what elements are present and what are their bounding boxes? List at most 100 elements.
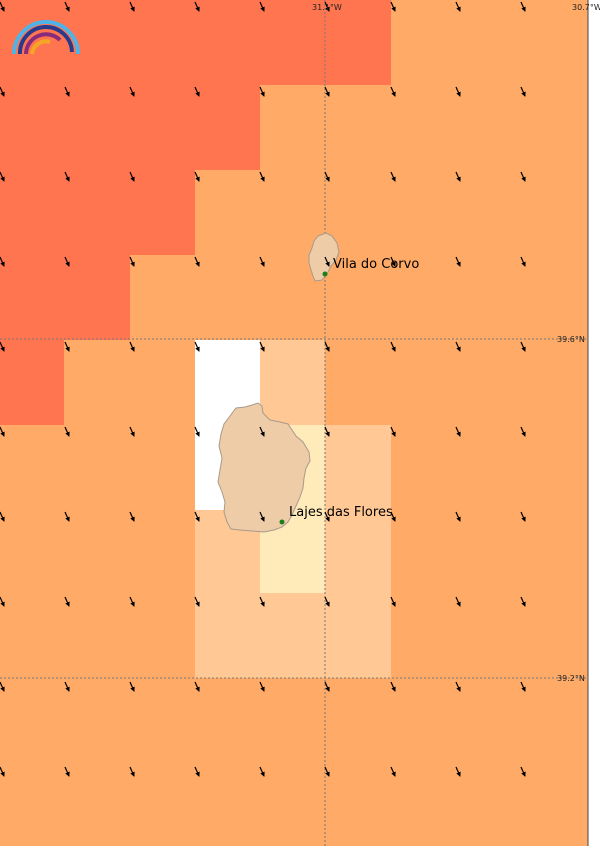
- wind-arrow: [194, 681, 200, 692]
- wind-arrow: [259, 1, 265, 12]
- wind-arrow: [455, 596, 461, 607]
- wind-arrow: [324, 256, 330, 267]
- wind-arrow: [64, 681, 70, 692]
- wind-arrow: [129, 171, 135, 182]
- wind-arrow: [390, 681, 396, 692]
- wind-arrow: [194, 86, 200, 97]
- wind-arrow: [520, 1, 526, 12]
- wind-arrow: [129, 256, 135, 267]
- wind-arrow: [520, 256, 526, 267]
- wind-arrow: [0, 256, 5, 267]
- wind-arrow: [324, 1, 330, 12]
- wind-arrow: [259, 511, 265, 522]
- wind-arrow: [324, 766, 330, 777]
- wind-arrow: [324, 596, 330, 607]
- wind-arrow: [520, 766, 526, 777]
- town-marker-lajes-das-flores[interactable]: [279, 519, 285, 525]
- wind-arrow: [194, 511, 200, 522]
- wind-arrow: [324, 86, 330, 97]
- wind-arrow: [129, 1, 135, 12]
- place-label-lajes-das-flores: Lajes das Flores: [289, 505, 393, 520]
- wind-arrow: [259, 766, 265, 777]
- wind-arrow: [455, 426, 461, 437]
- wind-arrow: [390, 1, 396, 12]
- wind-arrow: [64, 256, 70, 267]
- wind-arrow: [455, 341, 461, 352]
- wind-arrow: [64, 426, 70, 437]
- wind-arrow: [259, 341, 265, 352]
- wind-arrow: [194, 1, 200, 12]
- wind-arrow: [194, 596, 200, 607]
- level-high-zones: [0, 0, 391, 425]
- wind-arrow: [129, 681, 135, 692]
- wind-arrow: [390, 86, 396, 97]
- wind-arrow: [0, 681, 5, 692]
- wind-arrow: [520, 86, 526, 97]
- place-label-vila-do-corvo: Vila do Corvo: [333, 257, 419, 272]
- flores-island: [217, 402, 311, 533]
- wind-arrow: [194, 426, 200, 437]
- wind-arrow: [194, 341, 200, 352]
- wind-arrow: [259, 171, 265, 182]
- wind-arrow: [455, 766, 461, 777]
- wind-arrow: [0, 511, 5, 522]
- wind-arrow: [259, 86, 265, 97]
- lon-label-center: 31.1°W: [312, 3, 342, 12]
- corvo-island: [308, 232, 340, 282]
- rainbow-logo-icon: [12, 20, 80, 55]
- wind-arrow: [129, 596, 135, 607]
- wind-arrow: [64, 341, 70, 352]
- wind-arrow: [390, 596, 396, 607]
- wind-arrow: [455, 171, 461, 182]
- wind-arrow: [64, 171, 70, 182]
- wind-arrow: [520, 171, 526, 182]
- wind-arrow: [0, 341, 5, 352]
- wind-arrow: [390, 426, 396, 437]
- wind-arrow: [455, 256, 461, 267]
- wind-arrow: [390, 256, 396, 267]
- wind-arrow: [64, 86, 70, 97]
- wind-arrow: [520, 426, 526, 437]
- wind-arrow: [129, 86, 135, 97]
- wind-arrow: [259, 681, 265, 692]
- wind-arrow: [129, 511, 135, 522]
- wind-arrow: [64, 1, 70, 12]
- wind-arrow: [324, 681, 330, 692]
- wind-arrow: [520, 596, 526, 607]
- lat-label-lower: 39.2°N: [557, 674, 585, 683]
- wind-arrow: [259, 596, 265, 607]
- wind-arrow: [194, 171, 200, 182]
- wind-arrow: [0, 171, 5, 182]
- wind-arrow: [129, 341, 135, 352]
- wind-arrow: [0, 596, 5, 607]
- wind-arrow: [324, 171, 330, 182]
- wind-arrow: [0, 426, 5, 437]
- wind-arrow: [0, 86, 5, 97]
- wind-arrow: [259, 256, 265, 267]
- wind-arrow: [455, 511, 461, 522]
- wind-arrow: [455, 1, 461, 12]
- wind-arrow: [324, 341, 330, 352]
- wind-arrow: [129, 426, 135, 437]
- wind-arrow: [194, 256, 200, 267]
- wind-arrow: [390, 511, 396, 522]
- lon-label-right: 30.7°W: [572, 3, 600, 12]
- wind-arrow: [520, 341, 526, 352]
- wind-arrow: [129, 766, 135, 777]
- wind-arrow: [520, 681, 526, 692]
- wind-arrow: [194, 766, 200, 777]
- wind-arrow: [390, 341, 396, 352]
- wind-arrow: [64, 766, 70, 777]
- wind-arrow: [520, 511, 526, 522]
- town-marker-vila-do-corvo[interactable]: [322, 271, 328, 277]
- wind-arrow: [64, 511, 70, 522]
- wind-arrow: [455, 86, 461, 97]
- right-margin: [588, 0, 600, 846]
- wind-arrow: [390, 171, 396, 182]
- wind-arrow: [455, 681, 461, 692]
- wind-arrow: [324, 426, 330, 437]
- wind-arrow: [0, 1, 5, 12]
- wind-arrows: [0, 1, 526, 777]
